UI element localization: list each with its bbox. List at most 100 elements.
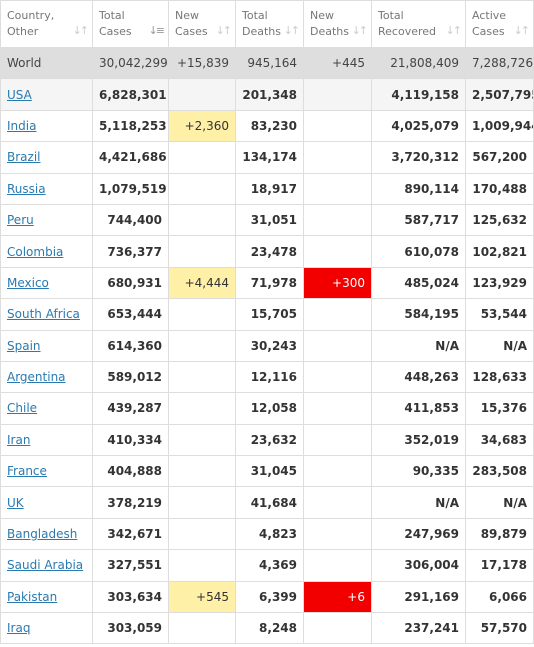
table-row: Russia 1,079,519 18,917 890,114 170,488 — [0, 172, 534, 205]
country-link[interactable]: Iran — [7, 432, 31, 447]
country-link[interactable]: India — [7, 118, 37, 133]
new-cases-cell — [168, 172, 236, 205]
new-cases-cell — [168, 235, 236, 268]
country-cell: Spain — [0, 329, 93, 362]
col-header-country[interactable]: Country, Other ↓↑ — [0, 0, 93, 48]
active-cases-cell: 2,507,795 — [465, 78, 534, 111]
total-cases-cell: 1,079,519 — [92, 172, 169, 205]
new-deaths-cell: +445 — [303, 46, 372, 80]
active-cases-cell: 283,508 — [465, 455, 534, 488]
country-link[interactable]: Mexico — [7, 275, 49, 290]
total-deaths-cell: 15,705 — [235, 298, 304, 331]
new-cases-cell — [168, 486, 236, 519]
total-cases-cell: 4,421,686 — [92, 141, 169, 174]
col-header-total-recovered[interactable]: Total Recovered ↓↑ — [371, 0, 466, 48]
new-cases-cell — [168, 298, 236, 331]
total-recovered-cell: 584,195 — [371, 298, 466, 331]
country-link[interactable]: Pakistan — [7, 589, 58, 604]
total-cases-cell: 327,551 — [92, 549, 169, 582]
total-recovered-cell: 3,720,312 — [371, 141, 466, 174]
total-cases-cell: 404,888 — [92, 455, 169, 488]
total-deaths-cell: 8,248 — [235, 612, 304, 645]
total-deaths-cell: 134,174 — [235, 141, 304, 174]
country-cell: Argentina — [0, 360, 93, 394]
new-deaths-cell — [303, 235, 372, 268]
country-cell: Chile — [0, 392, 93, 425]
active-cases-cell: 57,570 — [465, 612, 534, 645]
table-row: Chile 439,287 12,058 411,853 15,376 — [0, 392, 534, 425]
new-deaths-cell — [303, 612, 372, 645]
country-cell: Brazil — [0, 141, 93, 174]
country-link[interactable]: Bangladesh — [7, 527, 78, 542]
total-cases-cell: 736,377 — [92, 235, 169, 268]
total-cases-cell: 589,012 — [92, 360, 169, 394]
new-cases-cell: +545 — [168, 580, 236, 614]
active-cases-cell: 123,929 — [465, 266, 534, 300]
country-link[interactable]: France — [7, 464, 47, 479]
active-cases-cell: 15,376 — [465, 392, 534, 425]
total-cases-cell: 6,828,301 — [92, 78, 169, 111]
new-deaths-cell — [303, 360, 372, 394]
col-header-new-cases[interactable]: New Cases ↓↑ — [168, 0, 236, 48]
table-row: Mexico 680,931 +4,444 71,978 +300 485,024 123,… — [0, 266, 534, 300]
active-cases-cell: 170,488 — [465, 172, 534, 205]
total-cases-cell: 410,334 — [92, 423, 169, 457]
total-deaths-cell: 41,684 — [235, 486, 304, 519]
active-cases-cell: 7,288,726 — [465, 46, 534, 80]
country-link[interactable]: Argentina — [7, 370, 66, 385]
country-link[interactable]: UK — [7, 495, 24, 510]
country-link[interactable]: South Africa — [7, 307, 80, 322]
table-row: Brazil 4,421,686 134,174 3,720,312 567,200 — [0, 141, 534, 174]
country-link[interactable]: Chile — [7, 401, 38, 416]
new-cases-cell: +15,839 — [168, 46, 236, 80]
total-recovered-cell: 237,241 — [371, 612, 466, 645]
table-row: Peru 744,400 31,051 587,717 125,632 — [0, 203, 534, 237]
new-deaths-cell — [303, 78, 372, 111]
country-link[interactable]: Peru — [7, 213, 34, 228]
total-recovered-cell: 4,119,158 — [371, 78, 466, 111]
new-cases-cell: +4,444 — [168, 266, 236, 300]
total-cases-cell: 303,634 — [92, 580, 169, 614]
col-header-new-deaths[interactable]: New Deaths ↓↑ — [303, 0, 372, 48]
new-cases-cell — [168, 329, 236, 362]
total-deaths-cell: 6,399 — [235, 580, 304, 614]
country-link[interactable]: USA — [7, 87, 32, 102]
sort-arrows-icon: ↓↑ — [351, 24, 369, 37]
col-header-total-deaths[interactable]: Total Deaths ↓↑ — [235, 0, 304, 48]
country-link[interactable]: Spain — [7, 338, 41, 353]
new-deaths-cell — [303, 392, 372, 425]
total-deaths-cell: 31,051 — [235, 203, 304, 237]
total-deaths-cell: 12,116 — [235, 360, 304, 394]
country-link[interactable]: Saudi Arabia — [7, 558, 84, 573]
country-cell: Peru — [0, 203, 93, 237]
new-deaths-cell — [303, 298, 372, 331]
table-row: Pakistan 303,634 +545 6,399 +6 291,169 6,066 — [0, 580, 534, 614]
country-link[interactable]: Iraq — [7, 621, 31, 636]
country-link[interactable]: Colombia — [7, 244, 64, 259]
col-header-total-cases[interactable]: Total Cases ↓≡ — [92, 0, 169, 48]
total-cases-cell: 5,118,253 — [92, 109, 169, 143]
new-cases-cell — [168, 141, 236, 174]
new-deaths-cell — [303, 517, 372, 551]
total-recovered-cell: 21,808,409 — [371, 46, 466, 80]
new-deaths-cell — [303, 455, 372, 488]
total-recovered-cell: 587,717 — [371, 203, 466, 237]
total-recovered-cell: 610,078 — [371, 235, 466, 268]
col-header-active-cases[interactable]: Active Cases ↓↑ — [465, 0, 534, 48]
country-link[interactable]: Russia — [7, 181, 46, 196]
new-deaths-cell — [303, 329, 372, 362]
total-cases-cell: 439,287 — [92, 392, 169, 425]
total-deaths-cell: 12,058 — [235, 392, 304, 425]
active-cases-cell: 125,632 — [465, 203, 534, 237]
country-cell: Saudi Arabia — [0, 549, 93, 582]
total-recovered-cell: 890,114 — [371, 172, 466, 205]
new-deaths-cell — [303, 549, 372, 582]
total-recovered-cell: 247,969 — [371, 517, 466, 551]
new-deaths-cell — [303, 109, 372, 143]
active-cases-cell: N/A — [465, 329, 534, 362]
country-cell: Pakistan — [0, 580, 93, 614]
country-link[interactable]: Brazil — [7, 150, 41, 165]
active-cases-cell: 53,544 — [465, 298, 534, 331]
total-cases-cell: 303,059 — [92, 612, 169, 645]
active-cases-cell: 17,178 — [465, 549, 534, 582]
